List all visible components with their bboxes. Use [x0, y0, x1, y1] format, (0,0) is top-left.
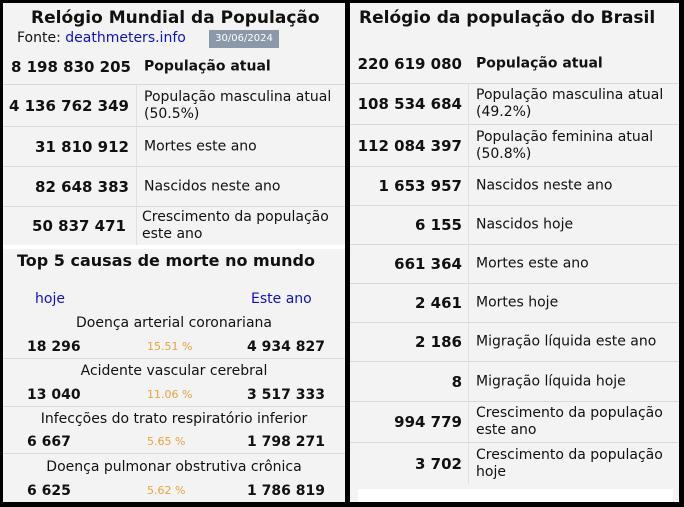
cause-name: Doença pulmonar obstrutiva crônica [46, 459, 302, 475]
divider [3, 358, 345, 359]
brazil-label: Nascidos neste ano [476, 177, 613, 194]
world-value: 50 837 471 [32, 217, 126, 235]
cause-percent: 5.65 % [147, 435, 186, 448]
cause-today: 13 040 [27, 387, 81, 403]
brazil-row: 2 186 Migração líquida este ano [350, 323, 679, 362]
world-row: 50 837 471 Crescimento da população este… [3, 207, 345, 245]
brazil-row: 1 653 957 Nascidos neste ano [350, 167, 679, 206]
brazil-row: 8 Migração líquida hoje [350, 362, 679, 402]
world-label: Mortes este ano [144, 138, 257, 154]
cause-today: 18 296 [27, 339, 81, 355]
brazil-row: 220 619 080 População atual [350, 45, 679, 84]
source-link[interactable]: deathmeters.info [65, 30, 186, 46]
brazil-label: Crescimento da população este ano [476, 405, 663, 438]
brazil-label: Mortes este ano [476, 255, 589, 272]
cause-year: 4 934 827 [247, 339, 325, 355]
world-value: 31 810 912 [35, 137, 129, 156]
brazil-row: 112 084 397 População feminina atual (50… [350, 125, 679, 167]
brazil-population-panel: Relógio da população do Brasil 220 619 0… [350, 3, 679, 502]
brazil-value: 112 084 397 [357, 136, 462, 155]
section-divider [3, 245, 345, 249]
cause-percent: 15.51 % [147, 340, 193, 353]
world-value: 8 198 830 205 [10, 58, 131, 76]
brazil-row: 994 779 Crescimento da população este an… [350, 402, 679, 443]
cause-name: Doença arterial coronariana [76, 315, 272, 331]
world-value: 4 136 762 349 [8, 96, 129, 115]
brazil-value: 994 779 [394, 413, 462, 431]
brazil-row: 6 155 Nascidos hoje [350, 206, 679, 245]
world-label: Crescimento da população este ano [142, 209, 329, 242]
cause-year: 3 517 333 [247, 387, 325, 403]
cause-today: 6 667 [27, 434, 71, 450]
brazil-value: 220 619 080 [357, 55, 462, 73]
world-row: 4 136 762 349 População masculina atual … [3, 85, 345, 127]
brazil-label: Migração líquida hoje [476, 373, 626, 389]
population-clock-frame: Relógio Mundial da População Fonte: deat… [3, 3, 679, 502]
brazil-value: 1 653 957 [378, 177, 462, 195]
world-row: 31 810 912 Mortes este ano [3, 127, 345, 167]
divider [3, 406, 345, 407]
brazil-label: População atual [476, 55, 603, 72]
brazil-label: População feminina atual (50.8%) [476, 128, 654, 162]
brazil-row: 108 534 684 População masculina atual (4… [350, 84, 679, 125]
brazil-value: 3 702 [415, 454, 462, 473]
world-label: População atual [144, 58, 271, 75]
top5-title: Top 5 causas de morte no mundo [17, 251, 315, 270]
brazil-value: 661 364 [394, 255, 462, 273]
source-label: Fonte: [17, 30, 61, 46]
brazil-label: Nascidos hoje [476, 216, 574, 233]
brazil-value: 108 534 684 [357, 95, 462, 113]
brazil-value: 2 186 [415, 333, 462, 351]
date-badge: 30/06/2024 [209, 30, 279, 48]
cause-year: 1 798 271 [247, 434, 325, 450]
cause-today: 6 625 [27, 483, 71, 499]
world-value: 82 648 383 [35, 177, 129, 196]
col-today-header: hoje [35, 291, 65, 307]
brazil-title: Relógio da população do Brasil [359, 8, 656, 28]
brazil-row: 3 702 Crescimento da população hoje [350, 443, 679, 484]
world-label: Nascidos neste ano [144, 178, 281, 194]
cause-name: Acidente vascular cerebral [80, 363, 268, 379]
world-label: População masculina atual (50.5%) [144, 88, 332, 122]
blank-area [358, 489, 673, 502]
world-row: 82 648 383 Nascidos neste ano [3, 167, 345, 207]
col-year-header: Este ano [251, 291, 312, 307]
world-population-panel: Relógio Mundial da População Fonte: deat… [3, 3, 345, 502]
brazil-value: 8 [451, 372, 462, 391]
world-title: Relógio Mundial da População [31, 8, 320, 28]
brazil-value: 2 461 [415, 294, 462, 312]
cause-name: Infecções do trato respiratório inferior [40, 411, 308, 427]
brazil-label: Crescimento da população hoje [476, 446, 663, 480]
brazil-label: Mortes hoje [476, 294, 559, 311]
cause-year: 1 786 819 [247, 483, 325, 499]
divider [3, 453, 345, 454]
brazil-label: Migração líquida este ano [476, 333, 657, 350]
cause-percent: 11.06 % [147, 388, 193, 401]
brazil-value: 6 155 [415, 216, 462, 234]
world-row: 8 198 830 205 População atual [3, 50, 345, 85]
brazil-label: População masculina atual (49.2%) [476, 87, 664, 120]
source-line: Fonte: deathmeters.info [17, 30, 186, 46]
brazil-row: 661 364 Mortes este ano [350, 245, 679, 284]
brazil-row: 2 461 Mortes hoje [350, 284, 679, 323]
cause-percent: 5.62 % [147, 484, 186, 497]
